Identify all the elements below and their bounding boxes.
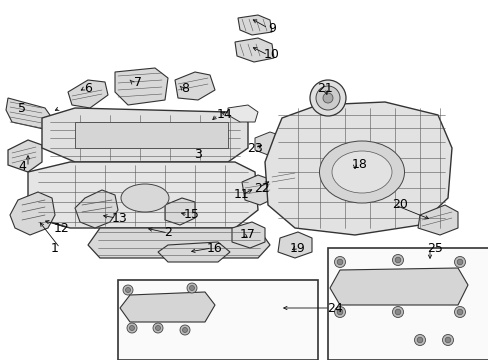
Polygon shape [6,98,52,130]
Circle shape [180,325,190,335]
Text: 8: 8 [181,81,189,94]
Text: 9: 9 [267,22,275,35]
Polygon shape [254,132,282,155]
Circle shape [392,306,403,318]
Circle shape [189,285,194,291]
Ellipse shape [331,151,391,193]
Polygon shape [8,140,42,172]
Text: 21: 21 [317,81,332,94]
Polygon shape [238,15,271,35]
Circle shape [334,306,345,318]
Circle shape [127,323,137,333]
Text: 23: 23 [246,141,263,154]
Polygon shape [264,102,451,235]
Bar [118,280,317,360]
Circle shape [125,288,130,292]
Circle shape [155,325,160,330]
Text: 20: 20 [391,198,407,211]
Text: 6: 6 [84,81,92,94]
Circle shape [315,86,339,110]
Polygon shape [88,228,269,258]
Text: 10: 10 [264,49,279,62]
Ellipse shape [121,184,169,212]
Text: 2: 2 [164,226,172,239]
Circle shape [456,309,462,315]
Circle shape [337,259,342,265]
Circle shape [416,337,422,343]
Polygon shape [417,205,457,235]
Text: 14: 14 [217,108,232,122]
Text: 22: 22 [254,181,269,194]
Polygon shape [115,68,168,105]
Bar [327,248,488,360]
Circle shape [153,323,163,333]
Circle shape [186,283,197,293]
Circle shape [442,334,452,346]
Polygon shape [28,162,258,228]
Text: 12: 12 [54,221,70,234]
Circle shape [123,285,133,295]
Polygon shape [175,72,215,100]
Circle shape [453,256,465,267]
Polygon shape [278,232,311,258]
Text: 15: 15 [183,208,200,221]
Text: 19: 19 [289,242,305,255]
Circle shape [453,306,465,318]
Text: 3: 3 [194,148,202,162]
Polygon shape [242,175,274,205]
Circle shape [129,325,134,330]
Text: 24: 24 [326,302,342,315]
Text: 1: 1 [51,242,59,255]
Text: 11: 11 [234,189,249,202]
Polygon shape [164,198,195,225]
Polygon shape [267,165,299,192]
Polygon shape [68,80,108,108]
Text: 25: 25 [426,242,442,255]
Text: 17: 17 [240,229,255,242]
Polygon shape [329,268,467,305]
Circle shape [414,334,425,346]
Text: 16: 16 [207,242,223,255]
Circle shape [394,257,400,263]
Circle shape [309,80,346,116]
Polygon shape [227,105,258,122]
Polygon shape [235,38,273,62]
Polygon shape [75,190,118,228]
Circle shape [456,259,462,265]
Circle shape [444,337,450,343]
Polygon shape [158,242,229,262]
Text: 13: 13 [112,211,128,225]
Polygon shape [10,192,55,235]
Circle shape [182,328,187,333]
Polygon shape [42,108,247,162]
Circle shape [394,309,400,315]
Text: 5: 5 [18,102,26,114]
Polygon shape [120,292,215,322]
Polygon shape [231,222,264,248]
Text: 7: 7 [134,76,142,89]
Text: 18: 18 [351,158,367,171]
Circle shape [334,256,345,267]
Text: 4: 4 [18,161,26,174]
Polygon shape [75,122,227,148]
Circle shape [392,255,403,266]
Ellipse shape [319,141,404,203]
Circle shape [337,309,342,315]
Circle shape [323,93,332,103]
